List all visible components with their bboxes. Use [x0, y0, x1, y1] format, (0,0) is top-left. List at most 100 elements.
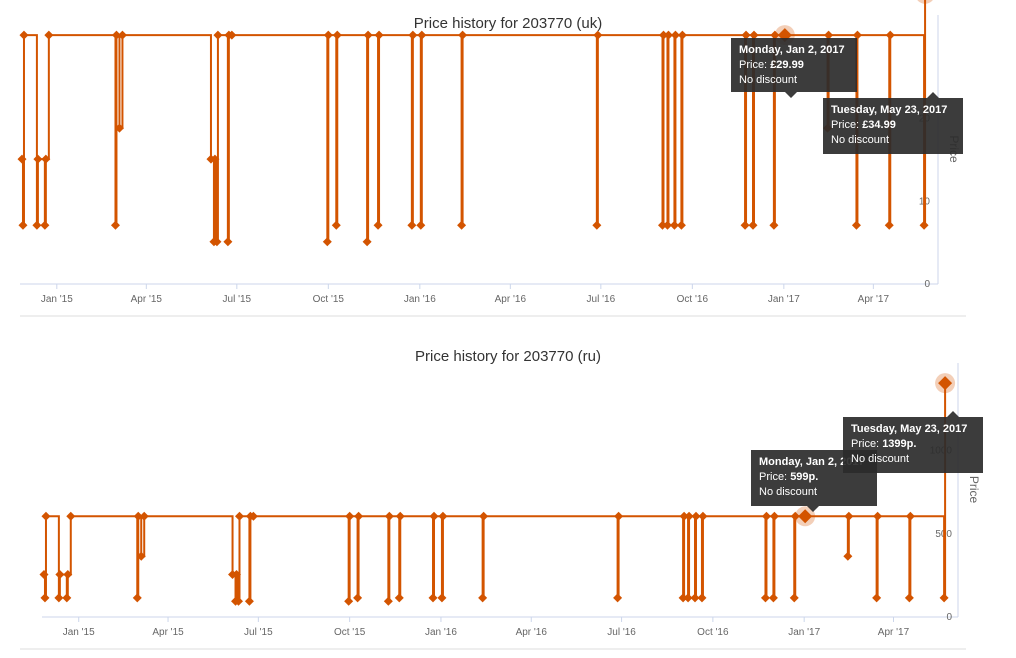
data-point[interactable] — [769, 511, 779, 521]
data-point[interactable] — [429, 511, 439, 521]
data-point[interactable] — [210, 154, 220, 164]
data-point[interactable] — [437, 593, 447, 603]
data-point[interactable] — [852, 30, 862, 40]
data-point[interactable] — [669, 220, 679, 230]
data-point[interactable] — [66, 511, 76, 521]
data-point[interactable] — [33, 154, 43, 164]
data-point[interactable] — [761, 511, 771, 521]
data-point[interactable] — [344, 596, 354, 606]
data-point[interactable] — [114, 123, 124, 133]
data-point[interactable] — [354, 511, 364, 521]
data-point[interactable] — [63, 570, 73, 580]
data-point[interactable] — [323, 30, 333, 40]
data-point[interactable] — [851, 220, 861, 230]
data-point[interactable] — [748, 220, 758, 230]
data-point[interactable] — [212, 237, 222, 247]
data-point[interactable] — [677, 30, 687, 40]
data-point[interactable] — [428, 593, 438, 603]
data-point[interactable] — [40, 593, 50, 603]
data-point[interactable] — [679, 511, 689, 521]
data-point[interactable] — [678, 593, 688, 603]
data-point[interactable] — [614, 511, 624, 521]
data-point[interactable] — [322, 237, 332, 247]
data-point[interactable] — [18, 220, 28, 230]
data-point[interactable] — [905, 511, 915, 521]
data-point[interactable] — [331, 220, 341, 230]
data-point[interactable] — [593, 30, 603, 40]
data-point[interactable] — [670, 30, 680, 40]
data-point[interactable] — [362, 237, 372, 247]
data-point[interactable] — [749, 30, 759, 40]
data-point[interactable] — [740, 220, 750, 230]
data-point[interactable] — [789, 593, 799, 603]
data-point[interactable] — [479, 511, 489, 521]
data-point[interactable] — [44, 30, 54, 40]
data-point[interactable] — [39, 570, 49, 580]
data-point[interactable] — [416, 220, 426, 230]
data-point[interactable] — [139, 511, 149, 521]
data-point[interactable] — [374, 30, 384, 40]
data-point[interactable] — [62, 593, 72, 603]
data-point[interactable] — [904, 593, 914, 603]
data-point[interactable] — [40, 220, 50, 230]
data-point[interactable] — [884, 220, 894, 230]
data-point[interactable] — [234, 511, 244, 521]
highlighted-data-point[interactable] — [938, 376, 953, 391]
data-point[interactable] — [770, 30, 780, 40]
data-point[interactable] — [213, 30, 223, 40]
data-point[interactable] — [384, 511, 394, 521]
data-point[interactable] — [32, 220, 42, 230]
data-point[interactable] — [478, 593, 488, 603]
data-point[interactable] — [684, 511, 694, 521]
data-point[interactable] — [658, 220, 668, 230]
data-point[interactable] — [248, 511, 258, 521]
data-point[interactable] — [17, 154, 27, 164]
data-point[interactable] — [768, 593, 778, 603]
data-point[interactable] — [133, 511, 143, 521]
data-point[interactable] — [417, 30, 427, 40]
data-point[interactable] — [662, 220, 672, 230]
data-point[interactable] — [458, 30, 468, 40]
data-point[interactable] — [843, 551, 853, 561]
data-point[interactable] — [55, 570, 65, 580]
data-point[interactable] — [919, 220, 929, 230]
data-point[interactable] — [457, 220, 467, 230]
data-point[interactable] — [697, 593, 707, 603]
data-point[interactable] — [19, 30, 29, 40]
data-point[interactable] — [438, 511, 448, 521]
data-point[interactable] — [683, 593, 693, 603]
data-point[interactable] — [658, 30, 668, 40]
data-point[interactable] — [741, 30, 751, 40]
data-point[interactable] — [885, 30, 895, 40]
data-point[interactable] — [613, 593, 623, 603]
data-point[interactable] — [136, 551, 146, 561]
data-point[interactable] — [233, 596, 243, 606]
highlighted-data-point[interactable] — [798, 509, 813, 524]
data-point[interactable] — [223, 237, 233, 247]
data-point[interactable] — [790, 511, 800, 521]
data-point[interactable] — [824, 30, 834, 40]
data-point[interactable] — [373, 220, 383, 230]
data-point[interactable] — [698, 511, 708, 521]
data-point[interactable] — [227, 30, 237, 40]
data-point[interactable] — [111, 30, 121, 40]
data-point[interactable] — [872, 593, 882, 603]
data-point[interactable] — [363, 30, 373, 40]
data-point[interactable] — [408, 30, 418, 40]
data-point[interactable] — [676, 220, 686, 230]
data-point[interactable] — [117, 30, 127, 40]
data-point[interactable] — [332, 30, 342, 40]
highlighted-data-point[interactable] — [918, 0, 932, 1]
data-point[interactable] — [41, 511, 51, 521]
data-point[interactable] — [244, 596, 254, 606]
data-point[interactable] — [110, 220, 120, 230]
data-point[interactable] — [407, 220, 417, 230]
data-point[interactable] — [690, 593, 700, 603]
data-point[interactable] — [592, 220, 602, 230]
data-point[interactable] — [232, 570, 242, 580]
data-point[interactable] — [395, 511, 405, 521]
data-point[interactable] — [663, 30, 673, 40]
data-point[interactable] — [383, 596, 393, 606]
data-point[interactable] — [54, 593, 64, 603]
data-point[interactable] — [345, 511, 355, 521]
